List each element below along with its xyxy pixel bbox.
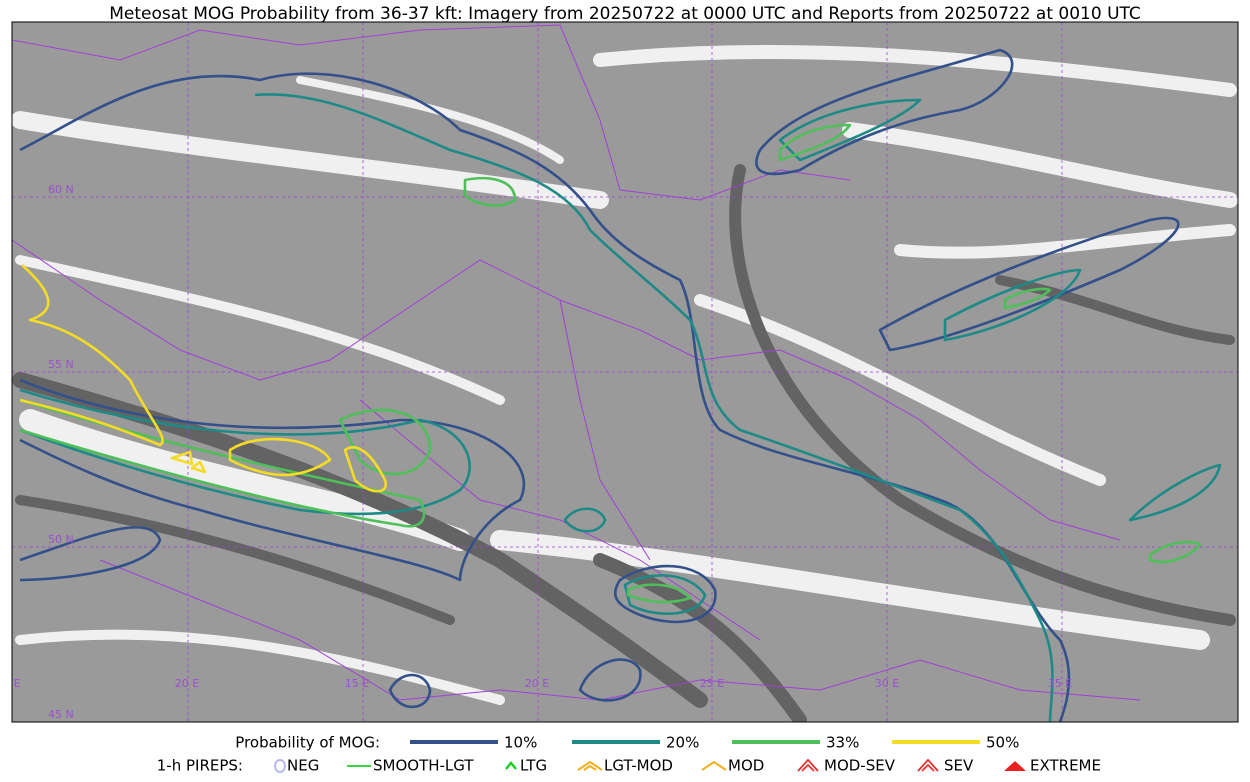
- legend-label: MOD: [728, 757, 764, 775]
- legend: Probability of MOG: 10% 20% 33% 50% 1-h PIREP…: [157, 734, 1101, 775]
- lon-label: 25 E: [700, 677, 724, 690]
- lon-label: 20 E: [525, 677, 549, 690]
- legend-label: SEV: [944, 757, 974, 775]
- lat-label: 45 N: [48, 708, 74, 721]
- map: 60 N 55 N 50 N 45 N 5 E 20 E 15 E 20 E 25 E 30 E…: [3, 21, 1239, 723]
- legend-label: 50%: [986, 734, 1019, 752]
- legend-label: MOD-SEV: [824, 757, 896, 775]
- legend-symbol: [1004, 761, 1026, 771]
- legend-symbol: [917, 758, 939, 772]
- legend-symbol: [797, 758, 819, 772]
- lon-label: 35 E: [1048, 677, 1072, 690]
- legend-label: LGT-MOD: [604, 757, 673, 775]
- legend-label: 10%: [504, 734, 537, 752]
- legend-title: 1-h PIREPS:: [157, 757, 243, 775]
- title: Meteosat MOG Probability from 36-37 kft:…: [109, 4, 1141, 24]
- legend-symbol: [505, 761, 517, 770]
- borders: [12, 24, 1141, 701]
- lon-label: 15 E: [345, 677, 369, 690]
- lon-label: 30 E: [875, 677, 899, 690]
- legend-label: 33%: [826, 734, 859, 752]
- lat-label: 60 N: [48, 183, 74, 196]
- lon-label: 20 E: [175, 677, 199, 690]
- lat-label: 50 N: [48, 533, 74, 546]
- legend-label: NEG: [287, 757, 319, 775]
- legend-label: LTG: [520, 757, 547, 775]
- contours: [19, 48, 1222, 722]
- legend-label: EXTREME: [1030, 757, 1101, 775]
- legend-label: 20%: [666, 734, 699, 752]
- lat-label: 55 N: [48, 358, 74, 371]
- legend-symbol: [577, 760, 603, 771]
- legend-symbol: [274, 759, 286, 773]
- legend-symbol: [701, 760, 727, 771]
- lon-label: 5 E: [3, 677, 20, 690]
- legend-title: Probability of MOG:: [235, 734, 380, 752]
- legend-label: SMOOTH-LGT: [373, 757, 474, 775]
